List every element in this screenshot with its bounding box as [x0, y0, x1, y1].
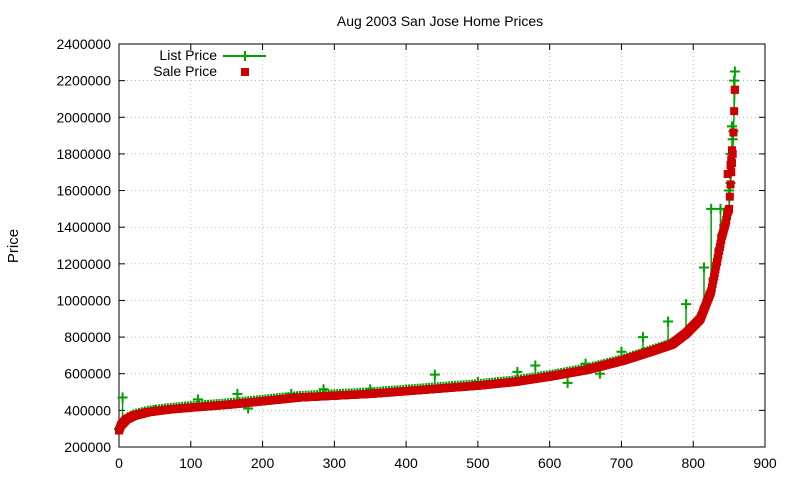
x-tick-labels: 0 100 200 300 400 500 600 700 800 900	[115, 455, 777, 471]
y-tick-label: 200000	[64, 439, 111, 455]
list-price-point	[637, 332, 648, 343]
list-price-point	[698, 262, 709, 273]
sale-price-point	[725, 204, 734, 213]
sale-price-point	[730, 85, 739, 94]
legend-label-list: List Price	[159, 47, 217, 63]
x-tick-label: 0	[115, 455, 123, 471]
y-tick-label: 2400000	[56, 36, 111, 52]
x-tick-label: 600	[538, 455, 562, 471]
y-tick-labels: 200000 400000 600000 800000 1000000 1200000 14…	[56, 36, 111, 455]
sale-price-point	[729, 128, 738, 137]
x-tick-label: 100	[179, 455, 203, 471]
y-tick-label: 2200000	[56, 73, 111, 89]
y-tick-label: 800000	[64, 329, 111, 345]
list-price-point	[117, 392, 128, 403]
legend-list-plus	[240, 51, 250, 61]
y-tick-label: 600000	[64, 366, 111, 382]
y-tick-label: 1800000	[56, 146, 111, 162]
list-price-point	[616, 346, 627, 357]
legend-label-sale: Sale Price	[153, 63, 217, 79]
legend: List Price Sale Price	[153, 47, 266, 79]
list-price-point	[512, 366, 523, 377]
x-tick-label: 900	[753, 455, 777, 471]
sale-price-point	[723, 170, 732, 179]
list-price-point	[562, 377, 573, 388]
list-price-point	[729, 66, 740, 77]
x-tick-label: 800	[682, 455, 706, 471]
list-price-point	[530, 360, 541, 371]
x-tick-label: 200	[251, 455, 275, 471]
sale-price-point	[727, 146, 736, 155]
sale-price-point	[725, 192, 734, 201]
list-price-point	[429, 369, 440, 380]
list-price-point	[232, 388, 243, 399]
x-tick-label: 700	[610, 455, 634, 471]
list-price-point	[192, 394, 203, 405]
y-tick-label: 1600000	[56, 183, 111, 199]
chart-title: Aug 2003 San Jose Home Prices	[337, 13, 543, 29]
x-tick-label: 300	[323, 455, 347, 471]
y-tick-label: 400000	[64, 402, 111, 418]
sale-price-point	[726, 160, 735, 169]
plot-frame	[118, 43, 766, 448]
list-price-point	[681, 299, 692, 310]
legend-swatch-sale-marker	[241, 68, 249, 76]
y-tick-label: 1400000	[56, 219, 111, 235]
sale-price-point	[730, 107, 739, 116]
list-price-point	[706, 203, 717, 214]
x-tick-label: 400	[394, 455, 418, 471]
y-tick-label: 1200000	[56, 256, 111, 272]
y-axis-label: Price	[5, 229, 22, 263]
legend-swatch-list-marker	[240, 51, 250, 61]
y-tick-label: 2000000	[56, 109, 111, 125]
y-tick-label: 1000000	[56, 292, 111, 308]
sale-price-point	[726, 180, 735, 189]
x-tick-label: 500	[466, 455, 490, 471]
list-price-point	[663, 316, 674, 327]
sale-price-series	[115, 85, 739, 435]
tick-marks	[118, 43, 766, 448]
sale-price-point	[727, 155, 736, 164]
